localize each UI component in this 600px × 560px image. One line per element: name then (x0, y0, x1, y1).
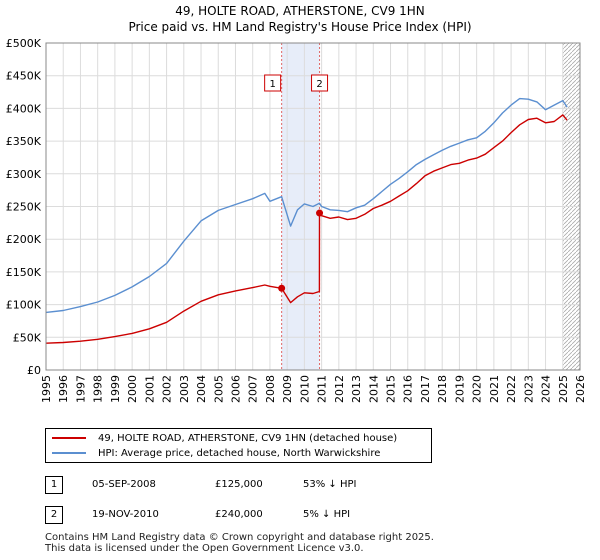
x-tick-label: 2012 (333, 375, 346, 403)
footer: Contains HM Land Registry data © Crown c… (45, 532, 434, 554)
legend-label-property: 49, HOLTE ROAD, ATHERSTONE, CV9 1HN (det… (98, 432, 398, 444)
transaction-hpi-diff: 5% ↓ HPI (303, 509, 351, 520)
x-tick-label: 2006 (229, 375, 242, 403)
legend-item-hpi: HPI: Average price, detached house, Nort… (52, 446, 380, 460)
x-tick-label: 2015 (385, 375, 398, 403)
x-tick-label: 2024 (540, 375, 553, 403)
legend-item-property: 49, HOLTE ROAD, ATHERSTONE, CV9 1HN (det… (52, 431, 397, 445)
y-tick-label: £500K (6, 37, 42, 50)
x-tick-label: 2022 (505, 375, 518, 403)
y-tick-label: £400K (6, 102, 42, 115)
x-tick-label: 2010 (298, 375, 311, 403)
transaction-date: 05-SEP-2008 (92, 479, 156, 490)
x-tick-label: 2008 (264, 375, 277, 403)
x-tick-label: 2016 (402, 375, 415, 403)
transaction-marker-label: 2 (316, 79, 322, 90)
x-tick-label: 2000 (126, 375, 139, 403)
x-tick-label: 2023 (522, 375, 535, 403)
y-tick-label: £150K (6, 266, 42, 279)
transaction-marker-box (311, 74, 329, 92)
x-tick-label: 2018 (436, 375, 449, 403)
x-tick-label: 2001 (143, 375, 156, 403)
transaction-point (316, 209, 324, 217)
y-tick-label: £250K (6, 201, 42, 214)
x-tick-label: 2021 (488, 375, 501, 403)
transaction-marker-label: 1 (269, 79, 275, 90)
transaction-date: 19-NOV-2010 (92, 509, 159, 520)
chart-subtitle: Price paid vs. HM Land Registry's House … (128, 20, 472, 34)
x-tick-label: 2009 (281, 375, 294, 403)
y-tick-label: £100K (6, 299, 42, 312)
series-line-hpi (45, 97, 568, 314)
x-tick-label: 2007 (247, 375, 260, 403)
y-tick-label: £350K (6, 135, 42, 148)
x-tick-label: 2026 (574, 375, 587, 403)
transaction-price: £125,000 (215, 479, 263, 490)
x-tick-label: 2003 (178, 375, 191, 403)
series-line-property (45, 114, 568, 344)
x-tick-label: 1998 (92, 375, 105, 403)
x-tick-label: 1996 (57, 375, 70, 403)
plot-frame (45, 42, 581, 371)
transaction-marker-label: 1 (45, 476, 63, 494)
x-tick-label: 2002 (161, 375, 174, 403)
chart-title-main: 49, HOLTE ROAD, ATHERSTONE, CV9 1HN (175, 4, 425, 18)
transaction-row: 1 05-SEP-2008 £125,000 53% ↓ HPI (45, 476, 545, 496)
x-tick-label: 2017 (419, 375, 432, 403)
x-tick-label: 1995 (40, 375, 53, 403)
x-tick-label: 2013 (350, 375, 363, 403)
y-tick-label: £50K (13, 331, 42, 344)
transaction-hpi-diff: 53% ↓ HPI (303, 479, 357, 490)
chart-title: 49, HOLTE ROAD, ATHERSTONE, CV9 1HN Pric… (0, 3, 600, 35)
x-tick-label: 1997 (74, 375, 87, 403)
legend: 49, HOLTE ROAD, ATHERSTONE, CV9 1HN (det… (45, 428, 432, 463)
footer-copyright: Contains HM Land Registry data © Crown c… (45, 532, 434, 543)
y-tick-label: £0 (27, 364, 41, 377)
x-tick-label: 1999 (109, 375, 122, 403)
x-tick-label: 2025 (557, 375, 570, 403)
x-tick-label: 2019 (453, 375, 466, 403)
x-tick-label: 2004 (195, 375, 208, 403)
legend-swatch-property (52, 437, 86, 439)
transaction-marker-box (264, 74, 282, 92)
transaction-price: £240,000 (215, 509, 263, 520)
transaction-row: 2 19-NOV-2010 £240,000 5% ↓ HPI (45, 506, 545, 526)
legend-label-hpi: HPI: Average price, detached house, Nort… (98, 447, 381, 459)
x-tick-label: 2014 (367, 375, 380, 403)
footer-licence: This data is licensed under the Open Gov… (45, 543, 364, 554)
y-tick-label: £200K (6, 233, 42, 246)
transaction-point (278, 284, 286, 292)
x-tick-label: 2020 (471, 375, 484, 403)
legend-swatch-hpi (52, 452, 86, 454)
x-tick-label: 2011 (316, 375, 329, 403)
chart-plot: 1 2 £0 £50K £100K £150K £200K £250K £300K £350K £… (6, 37, 587, 403)
y-tick-label: £450K (6, 70, 42, 83)
transaction-marker-label: 2 (45, 506, 63, 524)
y-tick-label: £300K (6, 168, 42, 181)
x-tick-label: 2005 (212, 375, 225, 403)
